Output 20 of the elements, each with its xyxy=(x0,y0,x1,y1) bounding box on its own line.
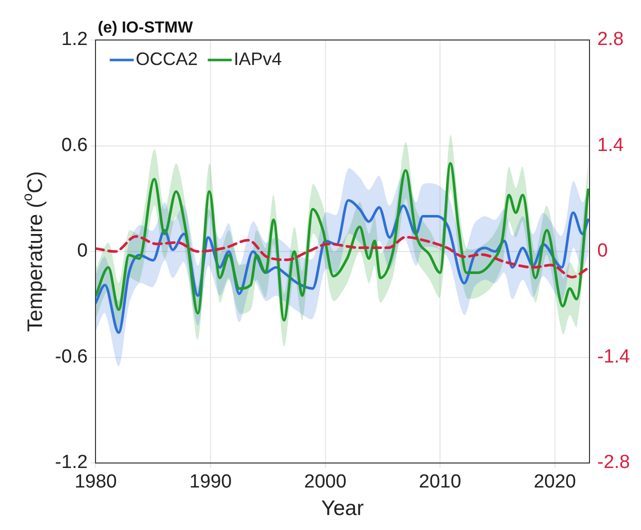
legend-label: IAPv4 xyxy=(234,48,282,69)
y-tick-label: 1.2 xyxy=(61,29,88,50)
x-tick-label: 2000 xyxy=(304,472,346,493)
y2-tick-label: 2.8 xyxy=(597,29,624,50)
y-tick-label: 0 xyxy=(77,240,88,262)
x-tick-label: 2020 xyxy=(534,472,576,493)
y2-tick-label: -2.8 xyxy=(597,452,630,474)
x-axis-title: Year xyxy=(321,497,364,520)
chart-title: (e) IO-STMW xyxy=(98,19,194,36)
x-tick-label: 2010 xyxy=(418,472,462,493)
y-tick-label: 0.6 xyxy=(61,134,88,156)
y2-tick-label: 1.4 xyxy=(597,134,624,156)
legend-label: OCCA2 xyxy=(136,48,198,69)
y2-tick-label: 0 xyxy=(597,240,608,262)
y2-tick-label: -1.4 xyxy=(597,346,630,368)
x-tick-label: 1990 xyxy=(189,472,232,493)
y-tick-label: -1.2 xyxy=(54,452,88,474)
y-axis-title: Temperature (oC) xyxy=(18,171,47,332)
y-tick-label: -0.6 xyxy=(54,346,88,368)
x-tick-label: 1980 xyxy=(74,472,117,493)
